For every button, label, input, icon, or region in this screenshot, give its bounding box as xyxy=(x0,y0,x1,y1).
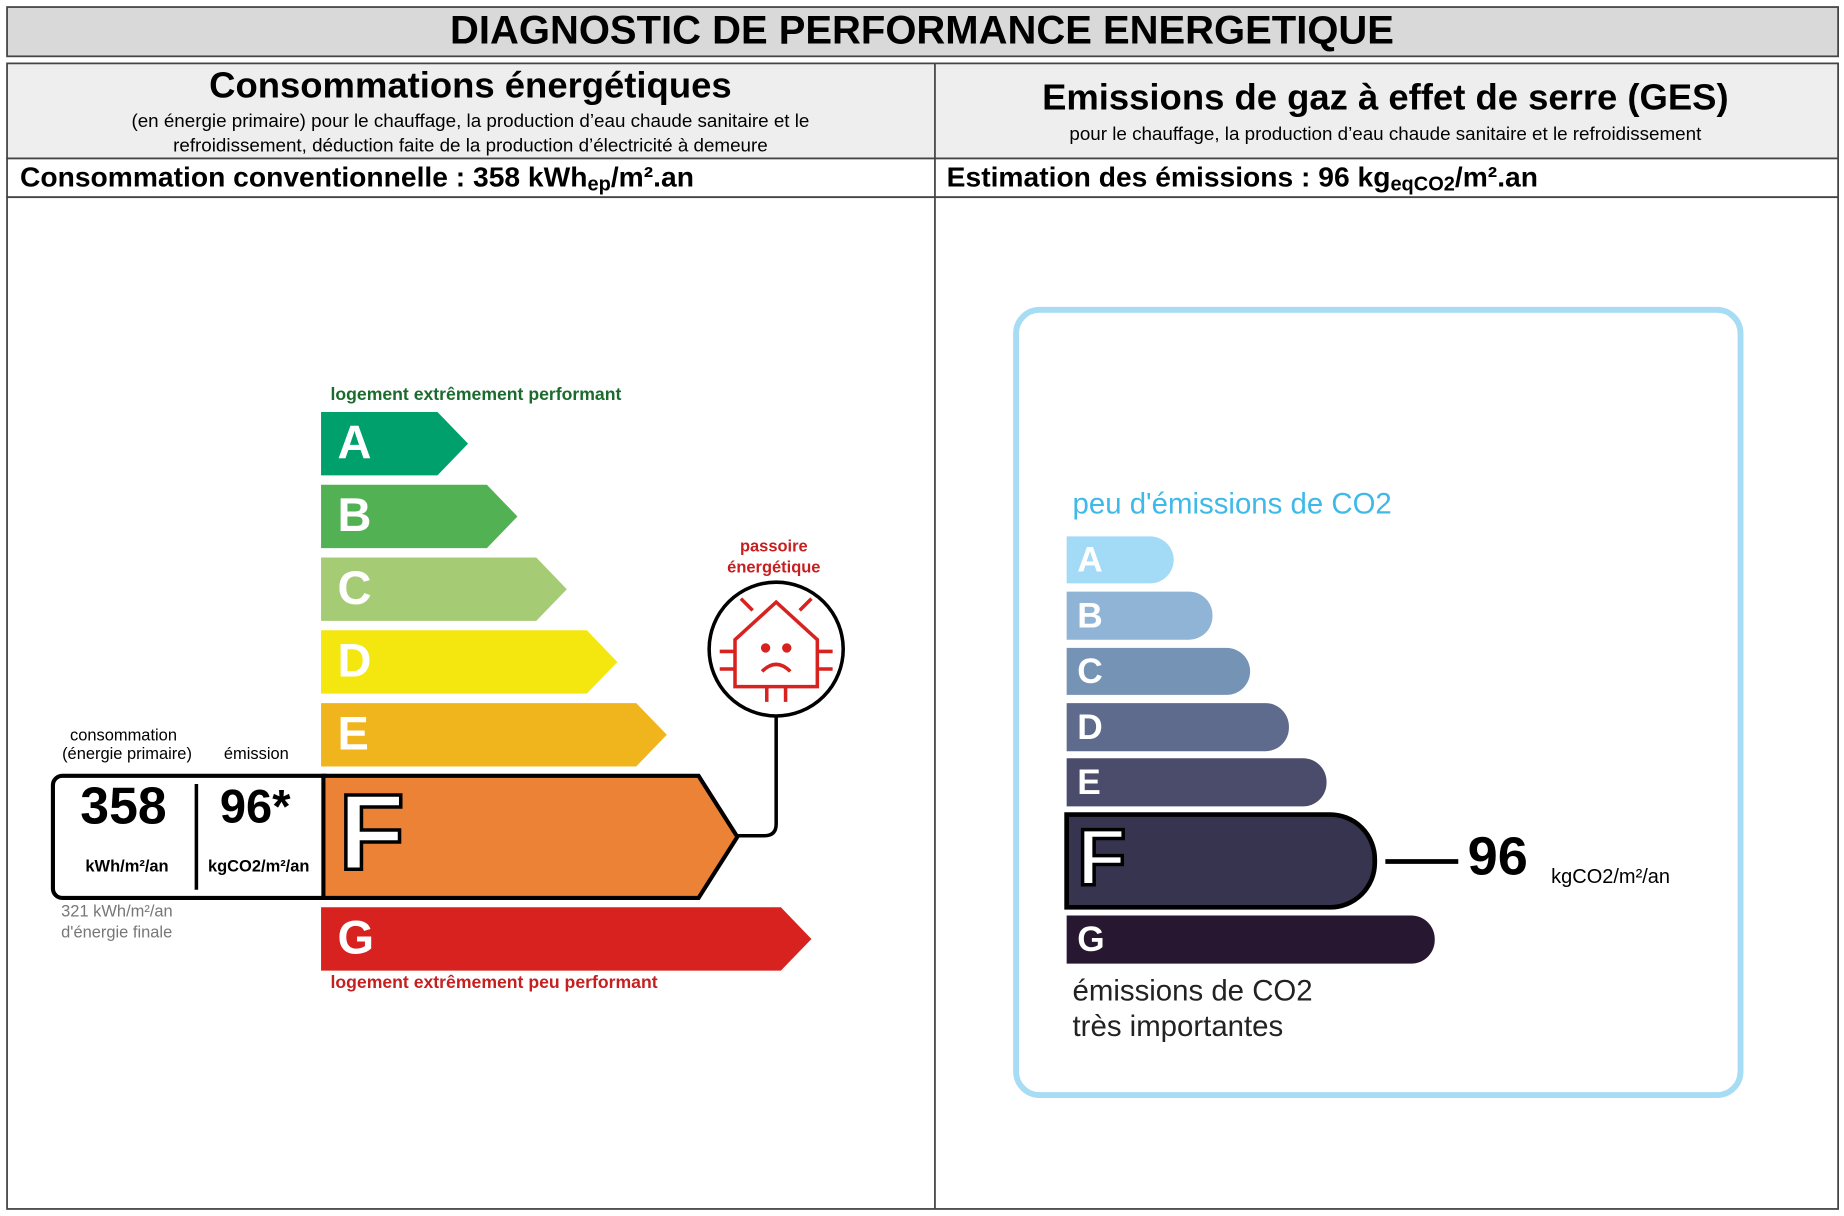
consumption-caption: (énergie primaire) xyxy=(62,745,192,763)
alert-connector xyxy=(737,715,778,838)
header-row xyxy=(6,62,1840,160)
energy-heading: Consommations énergétiques xyxy=(209,65,731,106)
energy-class-letter: A xyxy=(338,415,372,468)
summary-unit: /m².an xyxy=(1455,161,1538,193)
summary-text: Consommation conventionnelle : 358 kWh xyxy=(20,161,588,193)
top-note: peu d'émissions de CO2 xyxy=(1073,488,1392,521)
summary-sub: eqCO2 xyxy=(1390,174,1454,196)
energy-summary: Consommation conventionnelle : 358 kWhep… xyxy=(20,161,694,196)
alert-caption: passoire xyxy=(740,537,808,555)
energy-class-arrow xyxy=(321,484,518,549)
ghg-heading: Emissions de gaz à effet de serre (GES) xyxy=(1042,76,1729,117)
top-note: logement extrêmement performant xyxy=(330,384,621,404)
ghg-unit: kgCO2/m²/an xyxy=(1551,866,1670,888)
alert-caption: énergétique xyxy=(727,558,820,576)
energy-class-arrow xyxy=(321,630,618,694)
consumption-caption: consommation xyxy=(70,726,177,744)
final-energy: 321 kWh/m²/an xyxy=(61,902,173,920)
energy-subheading: refroidissement, déduction faite de la p… xyxy=(173,135,768,156)
energy-class-letter: B xyxy=(338,488,372,541)
bottom-note: logement extrêmement peu performant xyxy=(330,972,657,992)
consumption-value: 358 xyxy=(80,777,166,835)
ghg-class-bar xyxy=(1064,812,1378,910)
energy-class-arrow xyxy=(321,557,567,621)
ghg-class-letter: B xyxy=(1077,596,1102,635)
summary-sub: ep xyxy=(588,174,611,196)
emission-value: 96* xyxy=(220,779,291,832)
alert-circle xyxy=(707,580,845,718)
ghg-class-letter: F xyxy=(1077,812,1126,901)
sad-house-icon xyxy=(719,597,833,702)
energy-class-letter: E xyxy=(338,707,369,760)
ghg-class-bar xyxy=(1066,758,1327,807)
energy-class-arrow xyxy=(321,773,740,900)
ghg-class-bar xyxy=(1066,536,1174,584)
final-energy: d'énergie finale xyxy=(61,923,172,941)
ghg-value: 96 xyxy=(1468,827,1528,887)
ghg-class-letter: D xyxy=(1077,708,1102,747)
consumption-unit: kWh/m²/an xyxy=(85,858,168,876)
energy-class-arrow xyxy=(321,703,667,767)
title-box xyxy=(6,6,1840,58)
ghg-summary: Estimation des émissions : 96 kgeqCO2/m²… xyxy=(947,161,1538,196)
ghg-subheading: pour le chauffage, la production d’eau c… xyxy=(1069,123,1702,144)
ghg-class-bar xyxy=(1066,915,1435,964)
energy-subheading: (en énergie primaire) pour le chauffage,… xyxy=(131,110,809,131)
ghg-class-letter: C xyxy=(1077,652,1102,691)
energy-label: logement extrêmement performant logement… xyxy=(50,384,845,992)
energy-class-letter: G xyxy=(338,911,375,964)
emission-unit: kgCO2/m²/an xyxy=(208,858,309,876)
title: DIAGNOSTIC DE PERFORMANCE ENERGETIQUE xyxy=(450,8,1394,52)
energy-class-letter: F xyxy=(339,771,405,892)
ghg-class-bar xyxy=(1066,647,1251,695)
summary-unit: /m².an xyxy=(611,161,694,193)
ghg-class-bar xyxy=(1066,703,1289,752)
ghg-class-letter: A xyxy=(1077,541,1102,580)
energy-class-letter: D xyxy=(338,634,372,687)
bottom-note: très importantes xyxy=(1073,1010,1284,1043)
energy-class-arrow xyxy=(321,411,469,476)
ghg-class-letter: E xyxy=(1077,763,1101,802)
ghg-class-letter: G xyxy=(1077,920,1104,959)
energy-class-letter: C xyxy=(338,561,372,614)
emission-caption: émission xyxy=(224,745,289,763)
energy-class-arrow xyxy=(321,907,812,971)
ghg-label: peu d'émissions de CO2 émissions de CO2 … xyxy=(1013,306,1744,1099)
summary-text: Estimation des émissions : 96 kg xyxy=(947,161,1391,193)
ghg-class-bar xyxy=(1066,591,1213,640)
bottom-note: émissions de CO2 xyxy=(1073,975,1313,1008)
